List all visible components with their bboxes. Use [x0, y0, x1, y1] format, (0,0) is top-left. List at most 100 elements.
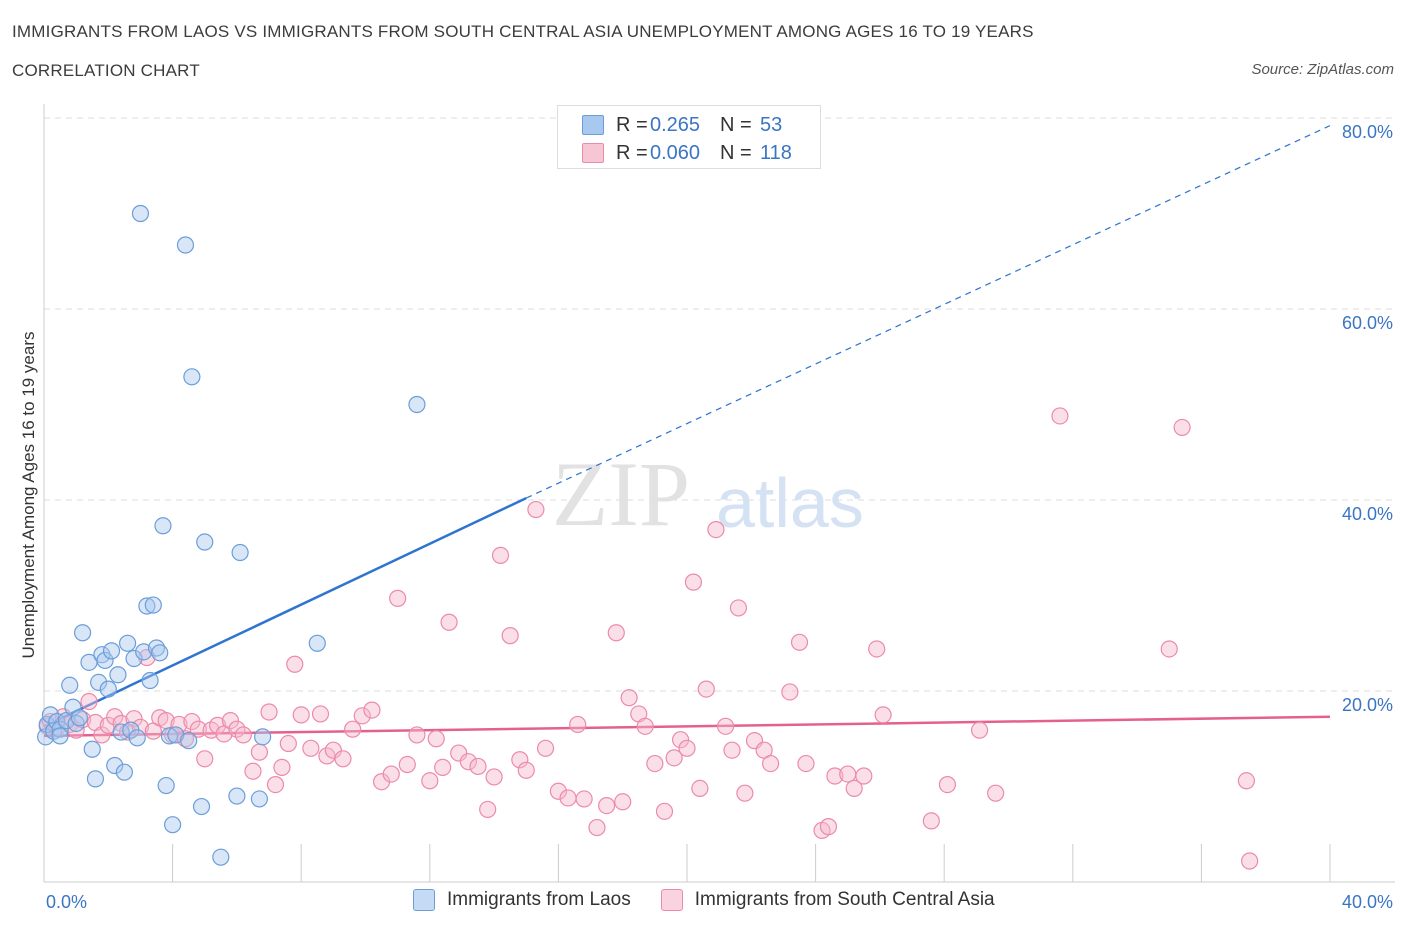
blue-point	[115, 763, 133, 781]
blue-point	[86, 770, 105, 788]
bottom-legend-swatch-south-central-asia	[660, 889, 683, 911]
blue-point	[408, 395, 426, 414]
y-tick-label-80: 80.0%	[1342, 122, 1393, 142]
pink-point	[131, 718, 150, 736]
blue-point	[164, 816, 182, 834]
blue-point	[228, 787, 246, 805]
blue-point	[180, 732, 198, 750]
pink-point	[311, 705, 330, 723]
legend-n-value: 118	[760, 141, 792, 164]
legend-swatch-laos	[582, 115, 604, 135]
pink-point	[549, 782, 568, 800]
pink-point	[620, 689, 638, 707]
pink-point	[292, 706, 310, 724]
pink-point	[575, 790, 593, 808]
y-tick-label-40: 40.0%	[1342, 504, 1393, 524]
pink-point	[697, 680, 715, 698]
blue-point	[51, 727, 69, 745]
pink-point	[334, 750, 352, 768]
blue-point	[192, 797, 211, 816]
pink-point	[450, 744, 468, 762]
trend-line-south-central-asia	[43, 715, 1331, 738]
blue-point	[147, 639, 166, 657]
pink-point	[170, 715, 188, 734]
pink-point	[260, 703, 278, 721]
pink-point	[106, 708, 124, 726]
trend-lines	[43, 125, 1331, 738]
blue-point	[154, 517, 172, 535]
legend-r-label: R =	[616, 141, 648, 164]
pink-point	[797, 754, 815, 773]
pink-point	[781, 683, 799, 701]
pink-point	[761, 754, 780, 773]
bottom-legend-label-south-central-asia: Immigrants from South Central Asia	[694, 889, 995, 910]
pink-point	[790, 633, 809, 651]
bottom-legend-item-laos[interactable]: Immigrants from Laos	[413, 889, 631, 911]
bottom-legend-item-south-central-asia[interactable]: Immigrants from South Central Asia	[660, 889, 995, 911]
pink-point	[434, 758, 452, 777]
pink-point	[517, 761, 535, 779]
blue-point	[118, 634, 137, 652]
pink-point	[244, 762, 262, 780]
legend-r-value: 0.060	[650, 141, 701, 164]
bottom-legend: Immigrants from Laos Immigrants from Sou…	[413, 889, 1025, 911]
pink-point	[491, 546, 510, 564]
pink-point	[363, 701, 381, 719]
pink-point	[286, 655, 304, 673]
pink-point	[511, 751, 529, 769]
chart-subtitle: CORRELATION CHART	[12, 61, 200, 80]
blue-point	[102, 642, 121, 660]
source-label: Source: ZipAtlas.com	[1251, 61, 1394, 78]
pink-point	[826, 767, 844, 785]
blue-point	[196, 533, 214, 551]
pink-point	[839, 765, 857, 783]
pink-point	[1237, 772, 1256, 790]
pink-point	[559, 789, 577, 807]
pink-point	[736, 784, 754, 802]
pink-point	[987, 784, 1005, 802]
trend-line-laos-extension	[525, 125, 1331, 499]
pink-point	[527, 500, 545, 519]
series-laos-points	[37, 204, 426, 866]
pink-point	[485, 768, 503, 786]
bottom-legend-swatch-laos	[413, 889, 435, 911]
blue-point	[176, 236, 195, 254]
pink-point	[819, 818, 838, 836]
pink-point	[398, 755, 416, 774]
blue-point	[96, 651, 114, 670]
legend-r-label: R =	[616, 113, 648, 136]
blue-point	[38, 715, 56, 734]
pink-point	[421, 772, 439, 790]
correlation-legend: R = 0.265 N = 53 R = 0.060 N = 118	[557, 105, 821, 169]
chart-title: IMMIGRANTS FROM LAOS VS IMMIGRANTS FROM …	[12, 22, 1034, 41]
pink-point	[344, 720, 362, 738]
pink-point	[874, 706, 892, 724]
blue-point	[144, 596, 162, 614]
blue-point	[41, 706, 60, 724]
blue-point	[131, 204, 150, 223]
pink-point	[671, 731, 690, 749]
pink-point	[655, 802, 674, 820]
watermark-zip: ZIP	[552, 443, 690, 545]
blue-point	[90, 673, 108, 692]
blue-point	[250, 790, 269, 808]
trend-line-laos	[43, 496, 527, 728]
pink-point	[1173, 418, 1191, 437]
legend-n-label: N =	[720, 113, 752, 136]
pink-point	[938, 775, 957, 794]
pink-point	[636, 717, 654, 735]
pink-point	[1160, 640, 1178, 658]
pink-point	[723, 741, 741, 759]
pink-point	[221, 712, 240, 730]
pink-point	[324, 741, 342, 759]
pink-point	[228, 720, 246, 738]
pink-point	[93, 726, 111, 744]
pink-point	[382, 765, 400, 783]
pink-point	[970, 721, 989, 739]
blue-point	[151, 644, 169, 662]
y-tick-label-60: 60.0%	[1342, 313, 1393, 333]
pink-point	[501, 627, 519, 645]
grid-lines	[44, 117, 1395, 692]
pink-point	[189, 720, 207, 738]
pink-point	[389, 589, 407, 607]
